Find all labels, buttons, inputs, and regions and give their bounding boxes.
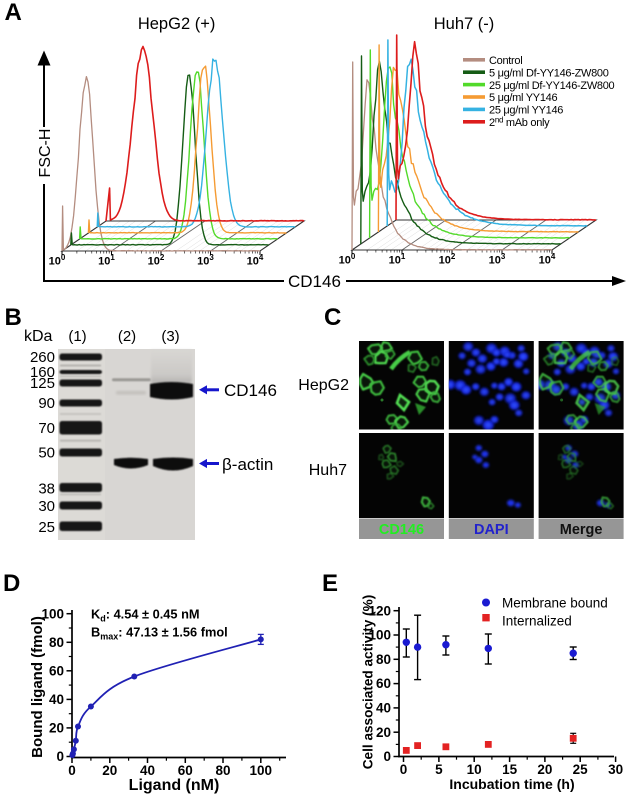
svg-text:100: 100 xyxy=(250,763,273,778)
svg-text:25: 25 xyxy=(573,762,589,777)
svg-text:25 μg/ml Df-YY146-ZW800: 25 μg/ml Df-YY146-ZW800 xyxy=(489,80,615,92)
svg-text:40: 40 xyxy=(49,692,64,707)
svg-text:CD146: CD146 xyxy=(288,272,341,291)
svg-text:CD146: CD146 xyxy=(224,381,277,400)
svg-text:80: 80 xyxy=(215,763,230,778)
svg-text:kDa: kDa xyxy=(24,328,53,345)
svg-text:HepG2 (+): HepG2 (+) xyxy=(138,15,216,33)
svg-text:Control: Control xyxy=(489,55,522,67)
svg-text:260: 260 xyxy=(30,349,55,366)
svg-text:Huh7 (-): Huh7 (-) xyxy=(434,15,495,33)
svg-text:20: 20 xyxy=(102,763,117,778)
svg-text:Merge: Merge xyxy=(560,522,603,538)
svg-text:Bound ligand (fmol): Bound ligand (fmol) xyxy=(29,616,46,758)
svg-text:100: 100 xyxy=(41,606,64,621)
svg-text:β-actin: β-actin xyxy=(222,455,273,474)
svg-text:D: D xyxy=(3,570,20,597)
svg-text:FSC-H: FSC-H xyxy=(37,129,54,178)
svg-text:Membrane bound: Membrane bound xyxy=(502,596,608,611)
svg-text:25 μg/ml YY146: 25 μg/ml YY146 xyxy=(489,105,563,117)
svg-text:60: 60 xyxy=(49,663,64,678)
svg-text:20: 20 xyxy=(376,725,391,740)
svg-text:50: 50 xyxy=(38,445,55,462)
svg-text:Ligand (nM): Ligand (nM) xyxy=(129,777,220,794)
svg-text:60: 60 xyxy=(178,763,193,778)
svg-text:100: 100 xyxy=(368,628,391,643)
svg-text:(3): (3) xyxy=(161,328,179,345)
svg-text:B: B xyxy=(5,304,22,331)
svg-text:20: 20 xyxy=(49,721,64,736)
svg-text:2nd mAb only: 2nd mAb only xyxy=(489,116,550,130)
svg-text:A: A xyxy=(5,0,22,26)
svg-text:Huh7: Huh7 xyxy=(309,462,347,479)
svg-text:5 μg/ml YY146: 5 μg/ml YY146 xyxy=(489,92,557,104)
svg-text:30: 30 xyxy=(38,498,55,515)
svg-text:Kd: 4.54 ± 0.45 nM: Kd: 4.54 ± 0.45 nM xyxy=(91,607,200,624)
svg-text:90: 90 xyxy=(38,395,55,412)
svg-text:80: 80 xyxy=(49,635,64,650)
svg-text:80: 80 xyxy=(376,652,391,667)
svg-text:0: 0 xyxy=(68,763,76,778)
svg-text:Bmax: 47.13 ± 1.56 fmol: Bmax: 47.13 ± 1.56 fmol xyxy=(91,625,228,642)
svg-text:60: 60 xyxy=(376,676,391,691)
svg-text:(2): (2) xyxy=(118,328,136,345)
svg-text:125: 125 xyxy=(30,375,55,392)
svg-text:Incubation time (h): Incubation time (h) xyxy=(449,776,574,792)
svg-text:0: 0 xyxy=(400,762,408,777)
svg-text:160: 160 xyxy=(30,364,55,381)
svg-text:E: E xyxy=(322,570,338,597)
svg-text:40: 40 xyxy=(140,763,155,778)
svg-text:38: 38 xyxy=(38,481,55,498)
svg-text:5 μg/ml Df-YY146-ZW800: 5 μg/ml Df-YY146-ZW800 xyxy=(489,67,609,79)
svg-text:C: C xyxy=(324,304,341,331)
svg-text:30: 30 xyxy=(608,762,623,777)
svg-text:Cell associated activity (%): Cell associated activity (%) xyxy=(361,595,376,770)
svg-text:CD146: CD146 xyxy=(379,522,424,538)
svg-text:40: 40 xyxy=(376,701,391,716)
svg-text:5: 5 xyxy=(435,762,443,777)
svg-text:20: 20 xyxy=(537,762,552,777)
svg-text:70: 70 xyxy=(38,420,55,437)
svg-text:(1): (1) xyxy=(68,328,86,345)
svg-text:10: 10 xyxy=(467,762,482,777)
svg-text:15: 15 xyxy=(502,762,518,777)
svg-text:120: 120 xyxy=(368,603,391,618)
svg-text:0: 0 xyxy=(56,749,64,764)
svg-text:25: 25 xyxy=(38,519,55,536)
svg-text:Internalized: Internalized xyxy=(502,614,572,629)
svg-text:DAPI: DAPI xyxy=(474,522,509,538)
svg-text:HepG2: HepG2 xyxy=(298,377,349,394)
svg-text:0: 0 xyxy=(383,749,391,764)
